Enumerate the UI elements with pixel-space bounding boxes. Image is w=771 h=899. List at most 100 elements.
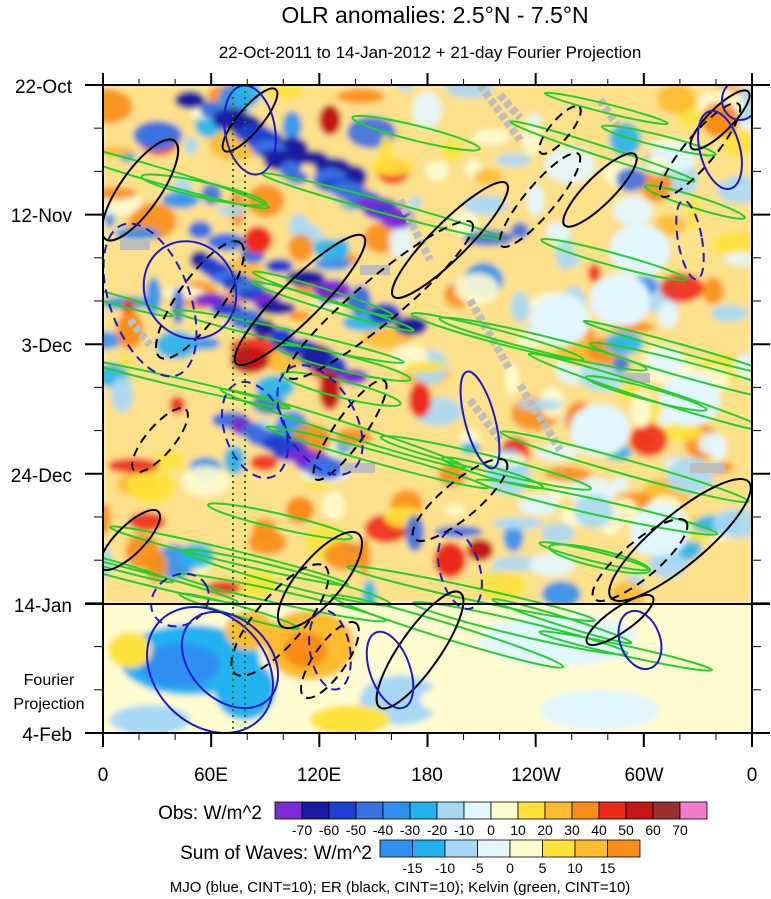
obs-colorbar-cell (544, 801, 573, 820)
contour-line (721, 85, 752, 121)
obs-shade-cell (107, 457, 160, 474)
x-tick-label: 180 (411, 765, 443, 786)
obs-shade-cell (686, 194, 700, 230)
waves-colorbar-tick: 10 (567, 860, 583, 876)
obs-shade-cell (174, 90, 206, 110)
contour-line (527, 352, 752, 433)
contour-line (491, 598, 633, 645)
obs-shade-cell (322, 491, 346, 520)
obs-shade-cell (180, 465, 231, 497)
obs-shade-cell (657, 423, 704, 442)
contour-line (206, 502, 353, 541)
obs-shade-cell (188, 220, 212, 240)
contour-line (329, 593, 565, 669)
contour-line (351, 114, 481, 152)
x-tick-label: 0 (747, 765, 758, 786)
contour-line (251, 270, 395, 318)
obs-shade-cell (610, 224, 670, 276)
obs-colorbar-tick: -70 (292, 822, 312, 838)
obs-shade-cell (545, 146, 596, 184)
contour-line (285, 220, 475, 380)
obs-shade-cell (169, 396, 186, 415)
obs-shade-cell (403, 360, 448, 373)
obs-colorbar-tick: 20 (537, 822, 553, 838)
obs-shade-cell (257, 301, 296, 315)
y-tick-label: 14-Jan (14, 596, 72, 617)
contour-line (103, 542, 175, 584)
obs-shade-cell (526, 114, 543, 126)
obs-colorbar-tick: -20 (427, 822, 447, 838)
obs-colorbar-label: Obs: W/m^2 (158, 803, 262, 824)
obs-shade-cell (233, 85, 261, 108)
obs-shade-cell (503, 523, 524, 552)
contour-line (588, 341, 752, 407)
chart-subtitle: 22-Oct-2011 to 14-Jan-2012 + 21-day Four… (219, 43, 642, 62)
obs-shade-cell (587, 263, 601, 283)
obs-colorbar-cell (328, 801, 357, 820)
obs-colorbar-cell (382, 801, 411, 820)
obs-colorbar-cell (571, 801, 600, 820)
obs-colorbar-cell (679, 801, 708, 820)
obs-colorbar-tick: -60 (319, 822, 339, 838)
contour-line (150, 572, 210, 628)
contour-line (582, 319, 752, 377)
obs-shade-cell (630, 504, 690, 556)
obs-colorbar-tick: -10 (454, 822, 474, 838)
obs-shade-cell (466, 538, 494, 562)
obs-shade-cell (444, 504, 465, 516)
contour-line (459, 370, 501, 470)
obs-colorbar-cell (652, 801, 681, 820)
obs-colorbar-cell (355, 801, 384, 820)
obs-shade-cell (530, 294, 590, 346)
proj-shade-cell (108, 632, 152, 668)
obs-colorbar-cell (490, 801, 519, 820)
missing-data-block (690, 463, 725, 473)
waves-colorbar-cell (444, 839, 478, 858)
waves-colorbar-cell (607, 839, 641, 858)
missing-data-streak (476, 85, 524, 143)
contour-line (103, 509, 161, 571)
obs-colorbar-tick: -30 (400, 822, 420, 838)
obs-shade-cell (710, 304, 749, 323)
contour-line (475, 478, 719, 536)
contour-line (562, 152, 638, 228)
obs-shade-cell (369, 157, 415, 177)
x-tick-label: 60W (624, 765, 663, 786)
obs-shade-cell (412, 91, 442, 129)
obs-shade-cell (127, 468, 177, 504)
obs-shade-cell (570, 404, 630, 456)
obs-colorbar-cell (436, 801, 465, 820)
contour-line (365, 630, 415, 710)
obs-shade-cell (243, 226, 273, 254)
waves-colorbar-tick: 5 (539, 860, 547, 876)
missing-data-block (340, 463, 375, 473)
contour-line (180, 610, 280, 710)
obs-shade-cell (289, 213, 310, 241)
obs-shade-cell (289, 311, 311, 322)
contour-line (548, 543, 652, 575)
obs-colorbar-cell (598, 801, 627, 820)
obs-colorbar-cell (301, 801, 330, 820)
obs-shade-cell (408, 196, 423, 209)
x-tick-label: 60E (194, 765, 228, 786)
obs-shade-cell (733, 353, 752, 379)
obs-shade-cell (475, 570, 527, 601)
projection-label-line2: Projection (13, 696, 84, 713)
obs-shade-cell (230, 346, 270, 374)
obs-shading (103, 85, 752, 604)
obs-colorbar-tick: 60 (645, 822, 661, 838)
obs-shade-cell (132, 120, 183, 150)
contour-line (411, 600, 629, 656)
obs-shade-cell (223, 445, 246, 475)
obs-colorbar-tick: 30 (564, 822, 580, 838)
obs-shade-cell (657, 300, 679, 329)
contour-line (509, 120, 696, 183)
contour-line (265, 425, 490, 490)
contour-line (103, 358, 292, 410)
obs-shade-cell (408, 382, 432, 418)
waves-colorbar-tick: -10 (435, 860, 455, 876)
contour-line (146, 606, 274, 733)
missing-data-streak (496, 92, 524, 121)
contour-line (308, 609, 352, 691)
